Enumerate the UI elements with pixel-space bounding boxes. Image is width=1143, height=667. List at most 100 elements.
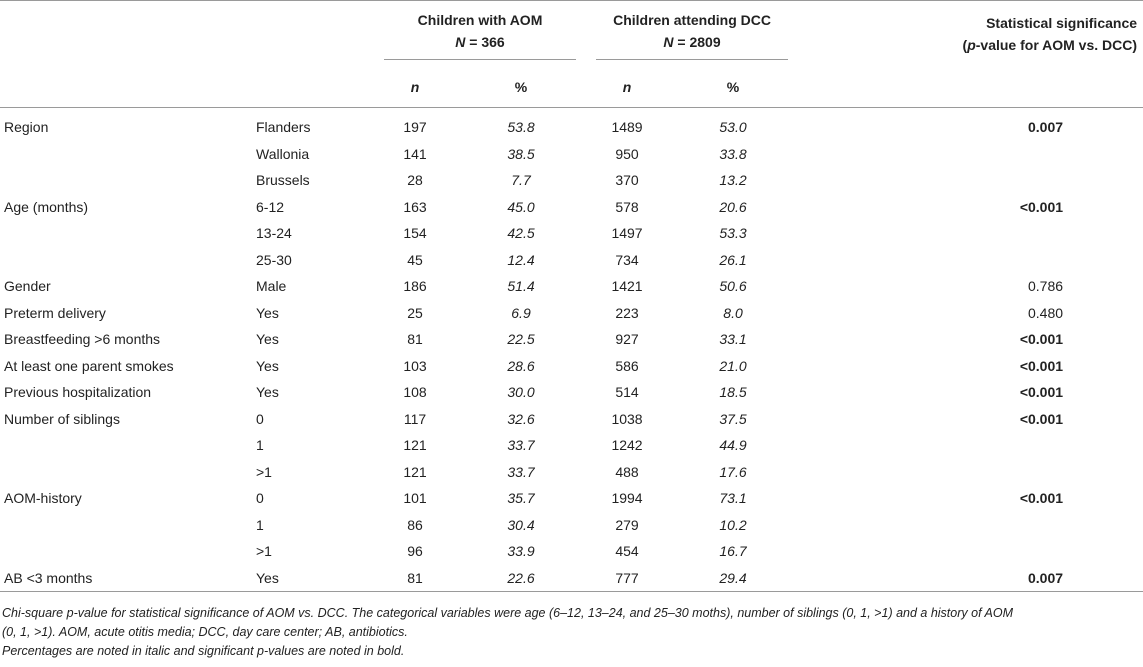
category-cell: Yes (256, 384, 279, 401)
table-row: Number of siblings 0 117 32.6 1038 37.5 <0.001 (0, 406, 1143, 433)
aom-n-cell: 45 (407, 251, 423, 268)
variable-cell (0, 247, 256, 274)
dcc-n-cell: 488 (615, 463, 639, 480)
dcc-pct-cell: 73.1 (719, 490, 747, 507)
significance-cell: 0.480 (1027, 304, 1064, 321)
category-cell: Yes (256, 331, 279, 348)
variable-cell: Gender (4, 278, 51, 295)
table-footnotes: Chi-square p-value for statistical signi… (0, 604, 1143, 661)
aom-n-cell: 121 (403, 437, 427, 454)
significance-cell (798, 512, 1143, 539)
dcc-n-cell: 777 (586, 564, 669, 592)
significance-cell (798, 220, 1143, 247)
dcc-n-cell: 279 (615, 516, 639, 533)
aom-n-cell: 103 (403, 357, 427, 374)
dcc-pct-cell: 53.3 (719, 225, 747, 242)
aom-pct-cell: 53.8 (507, 119, 535, 136)
header-group-dcc: Children attending DCC N = 2809 (586, 0, 799, 67)
table-row: Brussels 28 7.7 370 13.2 (0, 167, 1143, 194)
aom-n-cell: 81 (407, 331, 423, 348)
dcc-n-cell: 734 (615, 251, 639, 268)
aom-pct-cell: 33.7 (507, 437, 535, 454)
header-group-aom: Children with AOM N = 366 (374, 0, 587, 67)
significance-cell: <0.001 (1019, 384, 1064, 401)
table-row: At least one parent smokes Yes 103 28.6 586 2… (0, 353, 1143, 380)
variable-cell (0, 459, 256, 486)
table-row: Breastfeeding >6 months Yes 81 22.5 927 33.1 <… (0, 326, 1143, 353)
aom-pct-cell: 32.6 (507, 410, 535, 427)
group-aom-n-value: = 366 (469, 33, 505, 50)
variable-cell (0, 167, 256, 194)
significance-cell: <0.001 (1019, 198, 1064, 215)
dcc-n-cell: 514 (615, 384, 639, 401)
group-aom-title: Children with AOM (417, 11, 543, 28)
header-aom-n: n (374, 67, 456, 108)
aom-n-cell: 186 (403, 278, 427, 295)
aom-pct-cell: 28.6 (507, 357, 535, 374)
category-cell: 25-30 (256, 251, 292, 268)
dcc-n-cell: 578 (615, 198, 639, 215)
aom-pct-cell: 6.9 (511, 304, 531, 321)
variable-cell: Breastfeeding >6 months (4, 331, 161, 348)
dcc-n-cell: 1242 (611, 437, 643, 454)
variable-cell: AB <3 months (0, 564, 256, 592)
variable-cell: At least one parent smokes (4, 357, 174, 374)
aom-pct-cell: 51.4 (507, 278, 535, 295)
significance-cell: <0.001 (1019, 331, 1064, 348)
category-cell: Flanders (256, 119, 311, 136)
statistics-table: Children with AOM N = 366 Children atten… (0, 0, 1143, 592)
significance-cell (798, 247, 1143, 274)
variable-cell: Previous hospitalization (4, 384, 152, 401)
table-row: 1 86 30.4 279 10.2 (0, 512, 1143, 539)
category-cell: 1 (256, 516, 264, 533)
dcc-pct-cell: 17.6 (719, 463, 747, 480)
aom-pct-cell: 30.0 (507, 384, 535, 401)
footnote-line-1: Chi-square p-value for statistical signi… (2, 606, 1014, 620)
aom-pct-cell: 42.5 (507, 225, 535, 242)
table-row: Preterm delivery Yes 25 6.9 223 8.0 0.480 (0, 300, 1143, 327)
aom-n-cell: 96 (407, 543, 423, 560)
category-cell: >1 (256, 463, 272, 480)
significance-cell: 0.786 (1027, 278, 1064, 295)
aom-pct-cell: 12.4 (507, 251, 535, 268)
footnote-line-3: Percentages are noted in italic and sign… (2, 644, 405, 658)
table-row: Wallonia 141 38.5 950 33.8 (0, 141, 1143, 168)
variable-cell (0, 141, 256, 168)
aom-pct-cell: 22.6 (456, 564, 587, 592)
table-row: 25-30 45 12.4 734 26.1 (0, 247, 1143, 274)
dcc-pct-cell: 33.8 (719, 145, 747, 162)
variable-cell: Region (4, 119, 49, 136)
category-cell: >1 (256, 543, 272, 560)
header-significance: Statistical significance (p-value for AO… (798, 0, 1143, 67)
sig-title: Statistical significance (986, 15, 1138, 31)
aom-n-cell: 28 (407, 172, 423, 189)
category-cell: 0 (256, 490, 264, 507)
aom-n-cell: 197 (403, 119, 427, 136)
dcc-pct-cell: 53.0 (719, 119, 747, 136)
category-cell: 13-24 (256, 225, 292, 242)
category-cell: 6-12 (256, 198, 285, 215)
dcc-n-cell: 1497 (611, 225, 643, 242)
table-row: Age (months) 6-12 163 45.0 578 20.6 <0.001 (0, 194, 1143, 221)
header-empty-var-2 (0, 67, 256, 108)
aom-n-cell: 86 (407, 516, 423, 533)
significance-cell: <0.001 (1019, 410, 1064, 427)
dcc-pct-cell: 18.5 (719, 384, 747, 401)
aom-n-cell: 121 (403, 463, 427, 480)
aom-pct-cell: 22.5 (507, 331, 535, 348)
aom-n-cell: 163 (403, 198, 427, 215)
category-cell: Wallonia (256, 145, 310, 162)
sig-subtitle: (p-value for AOM vs. DCC) (962, 37, 1138, 53)
significance-cell: <0.001 (1019, 357, 1064, 374)
variable-cell: Age (months) (4, 198, 89, 215)
dcc-n-cell: 1994 (611, 490, 643, 507)
group-dcc-n-value: = 2809 (677, 33, 721, 50)
dcc-pct-cell: 26.1 (719, 251, 747, 268)
dcc-n-cell: 927 (615, 331, 639, 348)
category-cell: 1 (256, 437, 264, 454)
aom-pct-cell: 30.4 (507, 516, 535, 533)
significance-cell: <0.001 (1019, 490, 1064, 507)
dcc-n-cell: 1489 (611, 119, 643, 136)
dcc-n-cell: 454 (615, 543, 639, 560)
